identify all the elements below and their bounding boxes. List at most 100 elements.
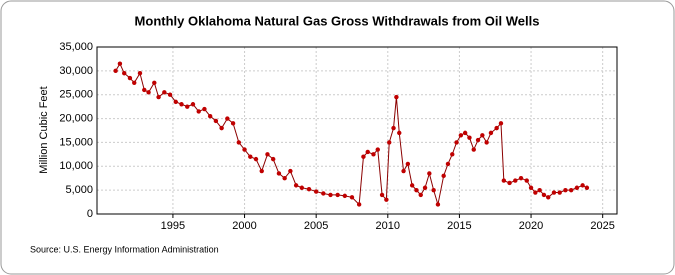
source: Source: U.S. Energy Information Administ… bbox=[30, 244, 219, 254]
x-tick-label: 2020 bbox=[519, 220, 543, 232]
point bbox=[167, 92, 173, 97]
point bbox=[414, 187, 419, 193]
point bbox=[230, 121, 236, 126]
point bbox=[306, 186, 312, 192]
point bbox=[185, 104, 190, 109]
chart-title: Monthly Oklahoma Natural Gas Gross Withd… bbox=[135, 13, 540, 28]
point bbox=[356, 202, 362, 207]
point bbox=[117, 61, 123, 66]
point bbox=[584, 185, 590, 190]
y-tick-label: 10,000 bbox=[59, 160, 93, 172]
point bbox=[441, 173, 446, 179]
point bbox=[541, 192, 547, 198]
point bbox=[458, 133, 464, 138]
point bbox=[293, 183, 299, 188]
x-tick-label: 1995 bbox=[161, 220, 185, 232]
point bbox=[533, 190, 538, 195]
point bbox=[265, 152, 270, 157]
y-tick-label: 30,000 bbox=[59, 65, 93, 77]
point bbox=[418, 192, 423, 198]
point bbox=[248, 154, 253, 159]
point bbox=[484, 140, 489, 145]
point bbox=[501, 178, 507, 183]
point bbox=[524, 178, 529, 183]
point bbox=[397, 130, 402, 136]
y-tick-label: 5,000 bbox=[65, 184, 93, 196]
point bbox=[365, 149, 370, 155]
point bbox=[574, 185, 580, 190]
point bbox=[122, 71, 127, 76]
point bbox=[179, 102, 184, 107]
point bbox=[335, 192, 340, 198]
y-tick-label: 20,000 bbox=[59, 112, 93, 124]
point bbox=[454, 140, 459, 145]
point bbox=[349, 195, 355, 200]
point bbox=[546, 195, 551, 200]
point bbox=[259, 168, 264, 174]
point bbox=[113, 68, 118, 74]
point bbox=[467, 135, 472, 140]
point bbox=[462, 130, 468, 136]
point bbox=[190, 102, 196, 107]
point bbox=[288, 168, 293, 174]
point bbox=[202, 106, 207, 112]
point bbox=[551, 190, 557, 195]
point bbox=[313, 189, 319, 194]
point bbox=[276, 171, 282, 176]
point bbox=[146, 90, 151, 95]
y-tick-label: 35,000 bbox=[59, 41, 93, 53]
point bbox=[375, 147, 380, 152]
point bbox=[557, 190, 562, 195]
point bbox=[450, 152, 455, 157]
point bbox=[282, 176, 287, 181]
point bbox=[513, 178, 518, 183]
point bbox=[384, 197, 389, 202]
point bbox=[127, 75, 133, 81]
point bbox=[213, 118, 219, 124]
point bbox=[207, 113, 213, 119]
x-tick-label: 2015 bbox=[447, 220, 471, 232]
point bbox=[409, 183, 415, 188]
point bbox=[394, 94, 399, 100]
point bbox=[507, 180, 512, 186]
point bbox=[361, 154, 366, 159]
point bbox=[401, 168, 406, 174]
y-axis-label: Million Cubic Feet bbox=[38, 86, 50, 173]
point bbox=[537, 187, 542, 193]
point bbox=[321, 191, 326, 196]
x-tick-label: 2010 bbox=[376, 220, 400, 232]
point bbox=[299, 185, 305, 190]
point bbox=[480, 133, 485, 138]
point bbox=[471, 147, 476, 152]
point bbox=[445, 161, 451, 167]
point bbox=[475, 137, 481, 143]
point bbox=[488, 130, 494, 136]
y-tick-label: 15,000 bbox=[59, 136, 93, 148]
point bbox=[580, 183, 585, 188]
point bbox=[156, 94, 161, 100]
point bbox=[137, 71, 143, 76]
point bbox=[518, 176, 524, 181]
point bbox=[494, 125, 499, 131]
point bbox=[132, 80, 137, 85]
point bbox=[528, 185, 534, 190]
point bbox=[427, 171, 432, 176]
point bbox=[405, 161, 411, 167]
point bbox=[196, 109, 201, 114]
point bbox=[563, 187, 568, 193]
point bbox=[371, 152, 376, 157]
point bbox=[391, 125, 396, 131]
point bbox=[435, 202, 441, 207]
point bbox=[387, 140, 392, 145]
y-tick-label: 0 bbox=[87, 208, 93, 220]
y-tick-label: 25,000 bbox=[59, 89, 93, 101]
point bbox=[498, 121, 504, 126]
point bbox=[328, 192, 333, 198]
point bbox=[431, 187, 436, 193]
point bbox=[342, 193, 348, 199]
plot-area bbox=[96, 46, 618, 215]
point bbox=[568, 187, 574, 193]
point bbox=[142, 87, 147, 93]
